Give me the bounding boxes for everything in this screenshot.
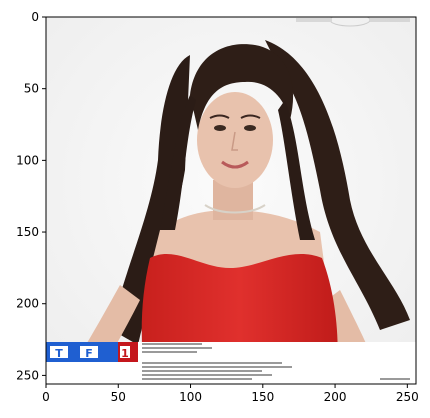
hair-left-front	[160, 95, 196, 230]
right-eye	[244, 125, 256, 131]
tf1-banner: T F 1	[46, 342, 416, 384]
mouth	[221, 160, 249, 169]
hair-top	[190, 44, 294, 131]
x-axis: 0 50 100 150 200 250	[42, 384, 419, 404]
hair-right-front	[278, 100, 315, 240]
shoulders	[150, 210, 325, 270]
y-tick-label: 50	[24, 82, 39, 96]
left-eye	[214, 125, 226, 131]
right-eyebrow	[240, 114, 261, 119]
x-tick-label: 50	[111, 390, 126, 404]
photo: T F 1	[46, 17, 416, 384]
face	[197, 92, 273, 188]
x-tick-label: 250	[396, 390, 419, 404]
tf1-letter-f: F	[85, 347, 93, 360]
tf1-letter-1: 1	[121, 347, 129, 360]
y-tick-label: 150	[16, 225, 39, 239]
banner-fine-print	[142, 343, 410, 380]
y-axis: 0 50 100 150 200 250	[16, 10, 46, 382]
left-eyebrow	[209, 114, 230, 119]
hair-back	[112, 55, 190, 345]
y-tick-label: 0	[31, 10, 39, 24]
watermark	[296, 17, 410, 27]
axes-frame	[45, 16, 417, 385]
tf1-letter-t: T	[55, 347, 63, 360]
x-tick-label: 150	[251, 390, 274, 404]
hair-right	[265, 40, 410, 330]
x-tick-label: 0	[42, 390, 50, 404]
x-tick-label: 200	[324, 390, 347, 404]
necklace	[204, 204, 266, 214]
y-tick-label: 200	[16, 297, 39, 311]
y-tick-label: 100	[16, 153, 39, 167]
nose	[231, 131, 238, 151]
y-tick-label: 250	[16, 368, 39, 382]
x-tick-label: 100	[179, 390, 202, 404]
